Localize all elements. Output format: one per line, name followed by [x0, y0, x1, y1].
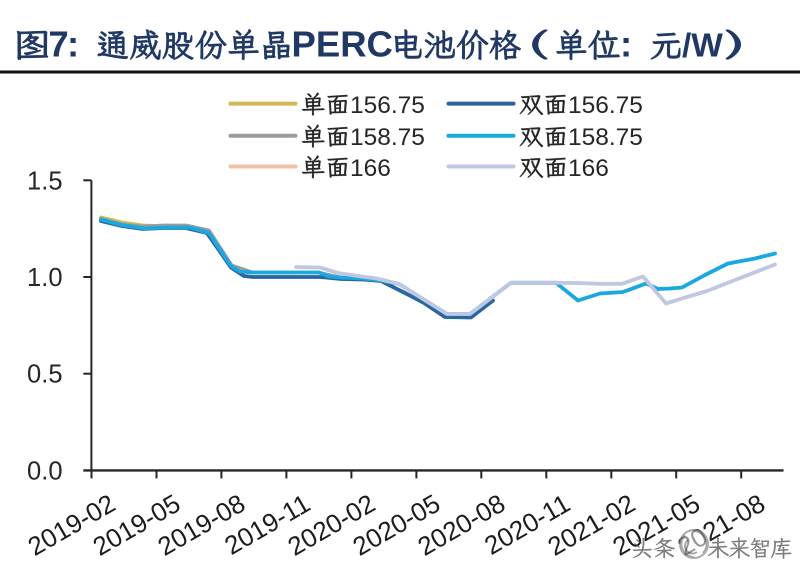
svg-text:156.75: 156.75	[350, 92, 425, 119]
svg-text:PERC: PERC	[292, 24, 393, 65]
svg-text:156.75: 156.75	[568, 92, 643, 119]
svg-text:1.0: 1.0	[27, 264, 62, 292]
svg-text:158.75: 158.75	[350, 124, 425, 151]
svg-text:1.5: 1.5	[27, 167, 62, 195]
svg-text::: :	[620, 24, 632, 65]
svg-text:7: 7	[48, 24, 68, 65]
svg-text:166: 166	[568, 155, 609, 182]
svg-text::: :	[67, 24, 79, 65]
svg-text:/W: /W	[682, 28, 723, 65]
svg-text:166: 166	[350, 155, 391, 182]
svg-text:0.0: 0.0	[27, 457, 62, 485]
svg-text:158.75: 158.75	[568, 124, 643, 151]
svg-text:0.5: 0.5	[27, 361, 62, 389]
